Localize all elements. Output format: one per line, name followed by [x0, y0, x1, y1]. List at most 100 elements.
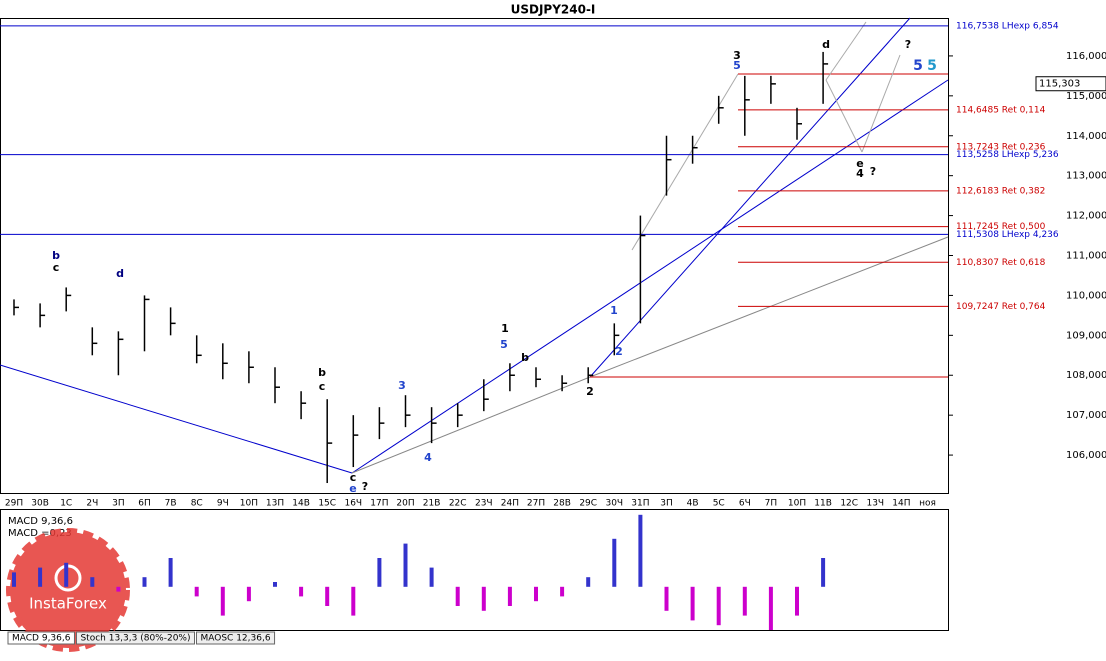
level-label: 110,8307 Ret 0,618: [956, 258, 1046, 268]
macd-bar: [768, 586, 773, 630]
wave-label: 3: [733, 49, 741, 62]
x-tick-label: 11В: [814, 499, 832, 509]
tab-label[interactable]: MACD 9,36,6: [12, 634, 71, 644]
macd-bar: [12, 572, 16, 587]
x-tick-label: 10П: [240, 499, 258, 509]
macd-bar: [821, 558, 826, 587]
tab-label[interactable]: Stoch 13,3,3 (80%-20%): [80, 634, 190, 644]
macd-bar: [194, 586, 199, 597]
level-label: 114,6485 Ret 0,114: [956, 105, 1046, 115]
x-tick-label: 7В: [165, 499, 177, 509]
macd-bar: [220, 586, 225, 616]
wave-label: 5: [927, 58, 937, 74]
wave-label: c: [350, 471, 357, 484]
macd-bar: [90, 577, 95, 587]
x-tick-label: 29С: [579, 499, 597, 509]
macd-bar: [64, 562, 69, 587]
macd-bar: [429, 567, 434, 587]
x-tick-label: 30Ч: [605, 499, 623, 509]
macd-bar: [586, 577, 591, 587]
macd-frame: [0, 509, 949, 631]
x-tick-label: 6П: [138, 499, 151, 509]
x-tick-label: 5С: [713, 499, 725, 509]
x-tick-label: 20П: [396, 499, 414, 509]
wave-label: 5: [733, 59, 741, 72]
x-tick-label: 10П: [788, 499, 806, 509]
macd-bar: [403, 543, 408, 587]
x-tick-label: 24П: [501, 499, 519, 509]
tab[interactable]: [7, 631, 75, 645]
wave-label: 4: [856, 167, 864, 180]
macd-bar: [246, 586, 251, 602]
wave-labels: 3 5 d ? 5 5 4 ? 1 5 b c d c e ? b c b 2 …: [52, 38, 937, 495]
wave-label: b: [318, 366, 326, 379]
wave-label: c: [53, 261, 60, 274]
x-tick-label: 4В: [687, 499, 699, 509]
wave-label: 5: [500, 338, 508, 351]
tab[interactable]: [75, 631, 195, 645]
y-tick-label: 106,000: [1066, 450, 1106, 461]
macd-bar: [273, 582, 277, 587]
wave-label: 2: [615, 345, 623, 358]
macd-bar: [795, 586, 799, 616]
macd-bar: [507, 586, 512, 606]
level-label: 111,7245 Ret 0,500: [956, 222, 1046, 232]
x-tick-label: 13Ч: [866, 499, 884, 509]
y-tick-label: 108,000: [1066, 370, 1106, 381]
wave-label: d: [116, 267, 124, 280]
y-tick-label: 110,000: [1066, 290, 1106, 301]
wave-label: e: [349, 482, 356, 495]
macd-bar: [742, 586, 747, 616]
tab-label[interactable]: MAOSC 12,36,6: [201, 634, 271, 644]
y-tick-label: 114,000: [1066, 131, 1106, 142]
macd-value: MACD =0,23: [8, 528, 72, 539]
tab[interactable]: [196, 631, 276, 645]
macd-title: MACD 9,36,6: [8, 516, 73, 527]
x-tick-label: 14П: [892, 499, 910, 509]
level-label: 111,5308 LHexp 4,236: [956, 230, 1059, 240]
x-tick-label: 14В: [292, 499, 310, 509]
macd-bar: [612, 538, 617, 587]
level-label: 113,7243 Ret 0,236: [956, 142, 1046, 152]
x-tick-label: 3П: [112, 499, 125, 509]
x-tick-label: 8С: [191, 499, 203, 509]
level-label: 109,7247 Ret 0,764: [956, 302, 1046, 312]
wave-label: e: [856, 157, 863, 170]
wave-label: 1: [501, 322, 509, 335]
x-tick-label: 30В: [31, 499, 49, 509]
macd-bar: [560, 586, 565, 597]
y-tick-label: 115,000: [1066, 91, 1106, 102]
x-tick-label: 2Ч: [86, 499, 98, 509]
current-price-box: [1035, 76, 1106, 92]
wave-label: b: [52, 249, 60, 262]
x-tick-label: 17П: [370, 499, 388, 509]
macd-bar: [299, 586, 304, 597]
wave-label: 5: [913, 58, 923, 74]
wave-label: d: [822, 38, 830, 51]
x-tick-label: 1С: [60, 499, 72, 509]
level-label: 116,7538 LHexp 6,854: [956, 21, 1059, 31]
wave-label: ?: [870, 165, 876, 178]
macd-bar: [690, 586, 695, 621]
x-tick-label: 15С: [318, 499, 336, 509]
wave-label: 3: [398, 379, 406, 392]
x-tick-label: 7П: [765, 499, 778, 509]
x-tick-label: 21В: [423, 499, 441, 509]
x-tick-label: 16Ч: [344, 499, 362, 509]
macd-bar: [534, 586, 538, 602]
logo-text: InstaForex: [29, 595, 107, 613]
y-tick-label: 111,000: [1066, 251, 1106, 262]
trend-lines: [0, 17, 949, 474]
wave-label: 2: [586, 385, 594, 398]
macd-bar: [481, 586, 486, 611]
macd-bar: [664, 586, 669, 611]
y-tick-label: 107,000: [1066, 410, 1106, 421]
x-tick-label: 29П: [5, 499, 23, 509]
macd-bar: [116, 586, 121, 592]
macd-bar: [455, 586, 460, 606]
tabs: MACD 9,36,6 Stoch 13,3,3 (80%-20%) MAOSC 1…: [7, 631, 276, 645]
wave-label: 1: [610, 304, 618, 317]
x-tick-label: 22С: [449, 499, 467, 509]
level-label: 112,6183 Ret 0,382: [956, 186, 1045, 196]
